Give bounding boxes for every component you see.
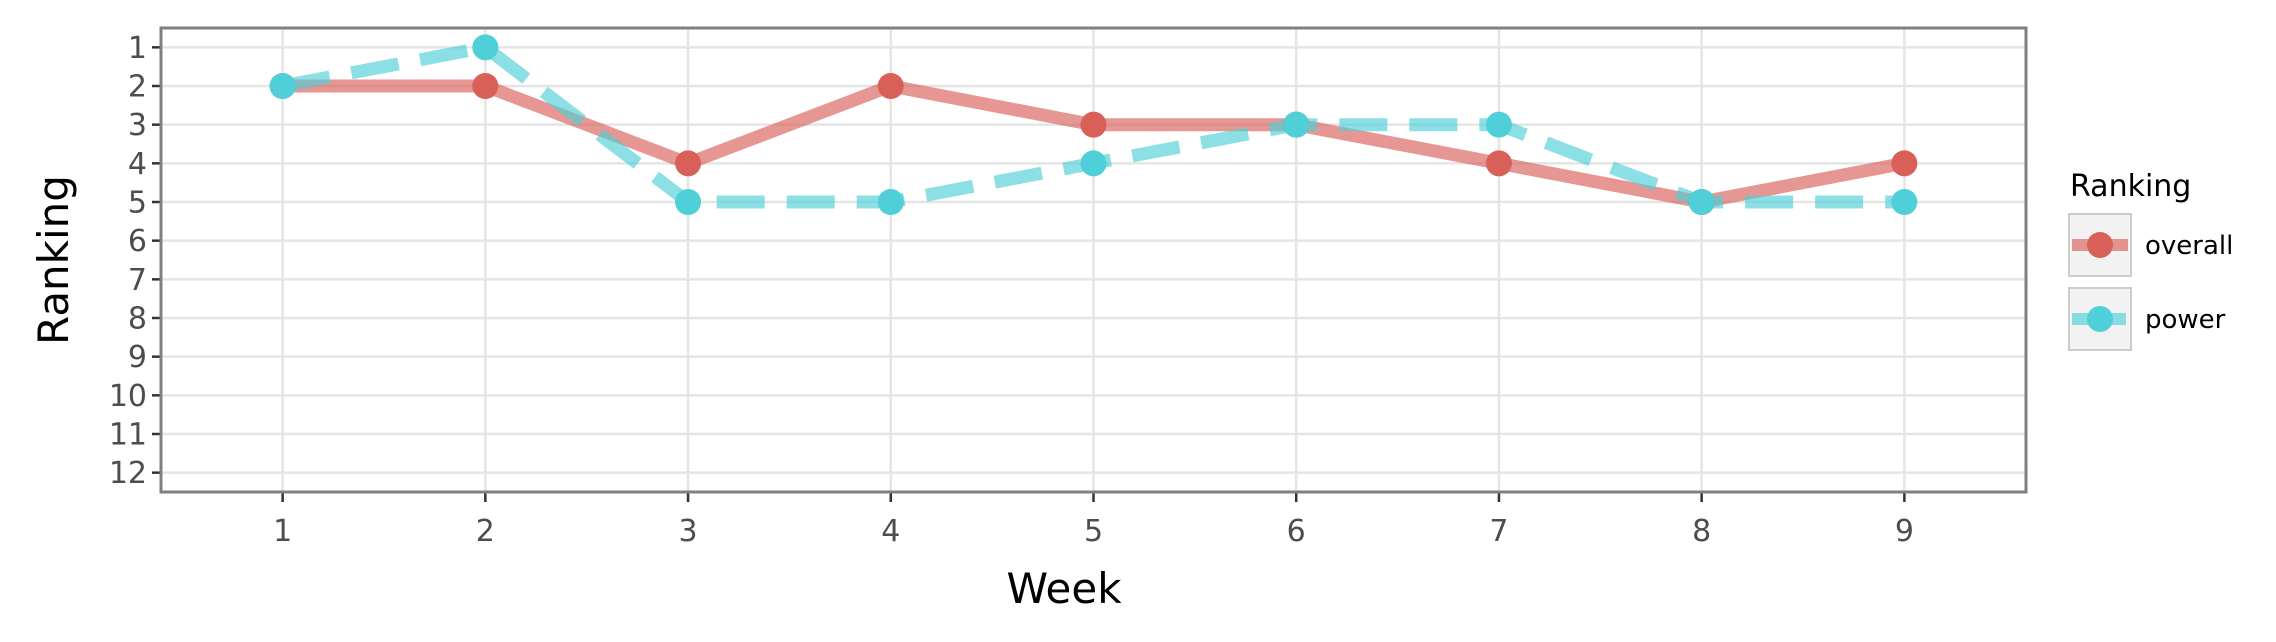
x-tick-label: 1 [273, 514, 292, 549]
y-tick-label: 3 [128, 108, 147, 143]
y-tick-label: 6 [128, 224, 147, 259]
x-axis-title: Week [1006, 564, 1122, 613]
y-tick-label: 8 [128, 302, 147, 337]
x-tick-label: 5 [1084, 514, 1103, 549]
y-tick-label: 9 [128, 340, 147, 375]
x-tick-label: 2 [476, 514, 495, 549]
data-point-power [269, 73, 296, 99]
legend-key-point [2087, 306, 2113, 332]
x-tick-label: 9 [1895, 514, 1914, 549]
data-point-overall [877, 73, 904, 99]
x-tick-label: 6 [1287, 514, 1306, 549]
y-tick-label: 5 [128, 186, 147, 221]
data-point-overall [1080, 111, 1107, 138]
data-point-overall [675, 150, 702, 177]
x-tick-label: 8 [1692, 514, 1711, 549]
x-tick-label: 3 [679, 514, 698, 549]
legend-key-point [2087, 232, 2113, 258]
y-tick-label: 7 [128, 263, 147, 298]
y-tick-label: 10 [109, 379, 147, 414]
data-point-overall [1485, 150, 1512, 177]
data-point-overall [472, 73, 499, 99]
y-tick-label: 1 [128, 31, 147, 66]
y-tick-label: 11 [109, 418, 147, 453]
y-tick-label: 4 [128, 147, 147, 182]
legend-title: Ranking [2070, 169, 2191, 204]
y-tick-label: 2 [128, 70, 147, 105]
legend-label-power: power [2145, 305, 2226, 335]
legend: Ranking overall power [2068, 169, 2233, 351]
data-point-power [1688, 189, 1715, 215]
x-tick-label: 4 [881, 514, 900, 549]
data-point-power [1891, 189, 1918, 215]
data-point-power [877, 189, 904, 215]
data-point-power [472, 34, 499, 61]
legend-label-overall: overall [2145, 231, 2233, 261]
y-axis-title: Ranking [29, 175, 78, 345]
x-tick-label: 7 [1489, 514, 1508, 549]
y-tick-label: 12 [109, 456, 147, 491]
data-point-power [675, 189, 702, 215]
series-layer [269, 34, 1918, 215]
data-point-power [1080, 150, 1107, 177]
data-point-power [1485, 111, 1512, 138]
data-point-overall [1891, 150, 1918, 177]
data-point-power [1283, 111, 1310, 138]
